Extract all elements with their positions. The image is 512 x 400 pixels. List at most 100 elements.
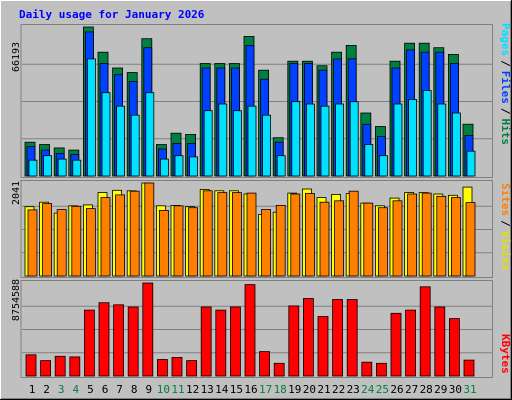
- bar-sites-day-24: [363, 202, 374, 277]
- x-axis-labels: 1 2 3 4 5 6 7 8 9 10 11 12 13 14 15 16 17 18 19 20 21 22 23 24 2…: [29, 383, 477, 396]
- bar-pages-day-16: [247, 105, 257, 177]
- legend-files: Files: [499, 71, 512, 104]
- x-label-day-4: 4: [72, 383, 79, 396]
- bar-pages-day-19: [291, 101, 301, 177]
- bar-sites-day-13: [202, 190, 213, 277]
- bar-sites-day-21: [319, 201, 330, 277]
- x-label-day-3: 3: [58, 383, 65, 396]
- bar-kbytes-day-31: [463, 359, 475, 377]
- x-label-day-1: 1: [29, 383, 36, 396]
- bar-pages-day-1: [28, 159, 38, 177]
- x-label-day-29: 29: [434, 383, 447, 396]
- bar-kbytes-day-17: [259, 351, 271, 377]
- legend-sites: Sites: [499, 183, 512, 216]
- bar-kbytes-day-19: [288, 305, 300, 377]
- bar-pages-day-25: [378, 155, 388, 177]
- ymax-label-hits: 66193: [11, 42, 22, 72]
- x-label-day-13: 13: [201, 383, 214, 396]
- bar-sites-day-1: [27, 209, 38, 277]
- bar-pages-day-3: [57, 158, 67, 177]
- bar-kbytes-day-18: [273, 362, 285, 377]
- x-label-day-30: 30: [449, 383, 462, 396]
- bar-pages-day-13: [203, 110, 213, 177]
- bar-pages-day-23: [349, 101, 359, 177]
- bar-pages-day-30: [451, 112, 461, 177]
- bar-kbytes-day-24: [361, 361, 373, 377]
- bar-kbytes-day-29: [434, 306, 446, 377]
- x-label-day-11: 11: [171, 383, 184, 396]
- x-label-day-8: 8: [131, 383, 138, 396]
- bar-sites-day-18: [275, 204, 286, 277]
- bar-pages-day-9: [145, 92, 155, 177]
- x-label-day-25: 25: [376, 383, 389, 396]
- panel-frame-hits: [20, 24, 493, 178]
- x-label-day-2: 2: [43, 383, 50, 396]
- x-label-day-14: 14: [215, 383, 229, 396]
- bar-pages-day-22: [335, 103, 345, 177]
- ymax-label-visits: 2041: [11, 181, 22, 205]
- bar-pages-day-10: [159, 158, 169, 177]
- bar-sites-day-22: [334, 200, 345, 277]
- bar-pages-day-29: [437, 103, 447, 177]
- x-label-day-19: 19: [288, 383, 301, 396]
- x-label-day-18: 18: [274, 383, 287, 396]
- x-label-day-15: 15: [230, 383, 243, 396]
- x-label-day-26: 26: [390, 383, 403, 396]
- bar-sites-day-27: [407, 193, 418, 277]
- x-label-day-9: 9: [145, 383, 152, 396]
- bar-kbytes-day-28: [419, 286, 431, 377]
- bar-kbytes-day-1: [25, 354, 37, 377]
- bar-pages-day-27: [408, 99, 418, 177]
- bar-pages-day-20: [305, 103, 315, 177]
- bar-pages-day-11: [174, 155, 184, 177]
- bar-sites-day-3: [56, 209, 67, 277]
- bar-sites-day-2: [42, 203, 52, 277]
- bar-kbytes-day-20: [302, 298, 314, 377]
- bar-sites-day-16: [246, 192, 257, 277]
- bar-pages-day-17: [262, 114, 272, 177]
- bar-sites-day-8: [129, 190, 140, 277]
- legend-sep-3: /: [499, 220, 512, 227]
- bar-kbytes-day-4: [69, 356, 81, 377]
- bar-pages-day-2: [43, 155, 52, 177]
- bar-sites-day-17: [261, 209, 272, 277]
- legend-sep-2: /: [499, 108, 512, 115]
- bar-pages-day-24: [364, 144, 374, 177]
- bar-pages-day-15: [232, 110, 242, 177]
- x-label-day-12: 12: [186, 383, 199, 396]
- bars: [24, 26, 476, 377]
- legend-hits: Hits: [499, 119, 512, 146]
- bar-sites-day-4: [71, 205, 82, 277]
- bar-kbytes-day-13: [200, 306, 212, 377]
- bar-sites-day-28: [421, 192, 432, 277]
- bar-sites-day-11: [173, 205, 184, 277]
- bar-pages-day-31: [466, 150, 476, 177]
- bar-kbytes-day-23: [346, 299, 358, 377]
- x-label-day-28: 28: [420, 383, 433, 396]
- bar-sites-day-10: [158, 209, 169, 277]
- bar-sites-day-19: [290, 193, 301, 277]
- bar-kbytes-day-3: [54, 355, 66, 377]
- panel-frame-kbytes: [20, 280, 493, 378]
- bar-sites-day-20: [304, 193, 315, 277]
- legend-middle: Sites / Visits: [499, 183, 512, 271]
- bar-kbytes-day-22: [332, 299, 344, 377]
- bar-kbytes-day-12: [186, 360, 198, 377]
- bar-pages-day-8: [130, 114, 140, 177]
- x-label-day-24: 24: [361, 383, 375, 396]
- bar-sites-day-9: [144, 182, 155, 277]
- bar-sites-day-6: [100, 197, 111, 277]
- bar-sites-day-31: [465, 202, 476, 277]
- x-label-day-31: 31: [463, 383, 476, 396]
- bar-kbytes-day-25: [375, 362, 387, 377]
- x-label-day-22: 22: [332, 383, 345, 396]
- x-label-day-27: 27: [405, 383, 418, 396]
- bar-pages-day-28: [422, 90, 432, 177]
- legend-visits: Visits: [499, 231, 512, 271]
- bar-kbytes-day-5: [84, 309, 95, 377]
- bar-pages-day-5: [87, 58, 96, 177]
- bar-kbytes-day-27: [405, 309, 417, 377]
- ymax-label-kbytes: 8754588: [11, 279, 22, 321]
- bar-kbytes-day-2: [40, 360, 51, 377]
- x-label-day-10: 10: [157, 383, 170, 396]
